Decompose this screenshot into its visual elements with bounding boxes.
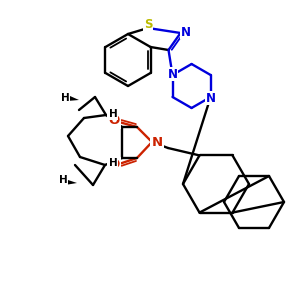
Polygon shape: [65, 180, 77, 185]
Text: N: N: [167, 68, 178, 80]
Text: H: H: [109, 158, 117, 168]
Text: H: H: [61, 93, 69, 103]
Text: O: O: [108, 115, 120, 128]
Text: H: H: [58, 175, 68, 185]
Text: H: H: [109, 109, 117, 119]
Text: O: O: [108, 158, 120, 172]
Text: N: N: [206, 92, 216, 104]
Polygon shape: [67, 96, 79, 101]
Text: N: N: [181, 26, 190, 38]
Text: N: N: [152, 136, 163, 148]
Text: S: S: [144, 19, 152, 32]
